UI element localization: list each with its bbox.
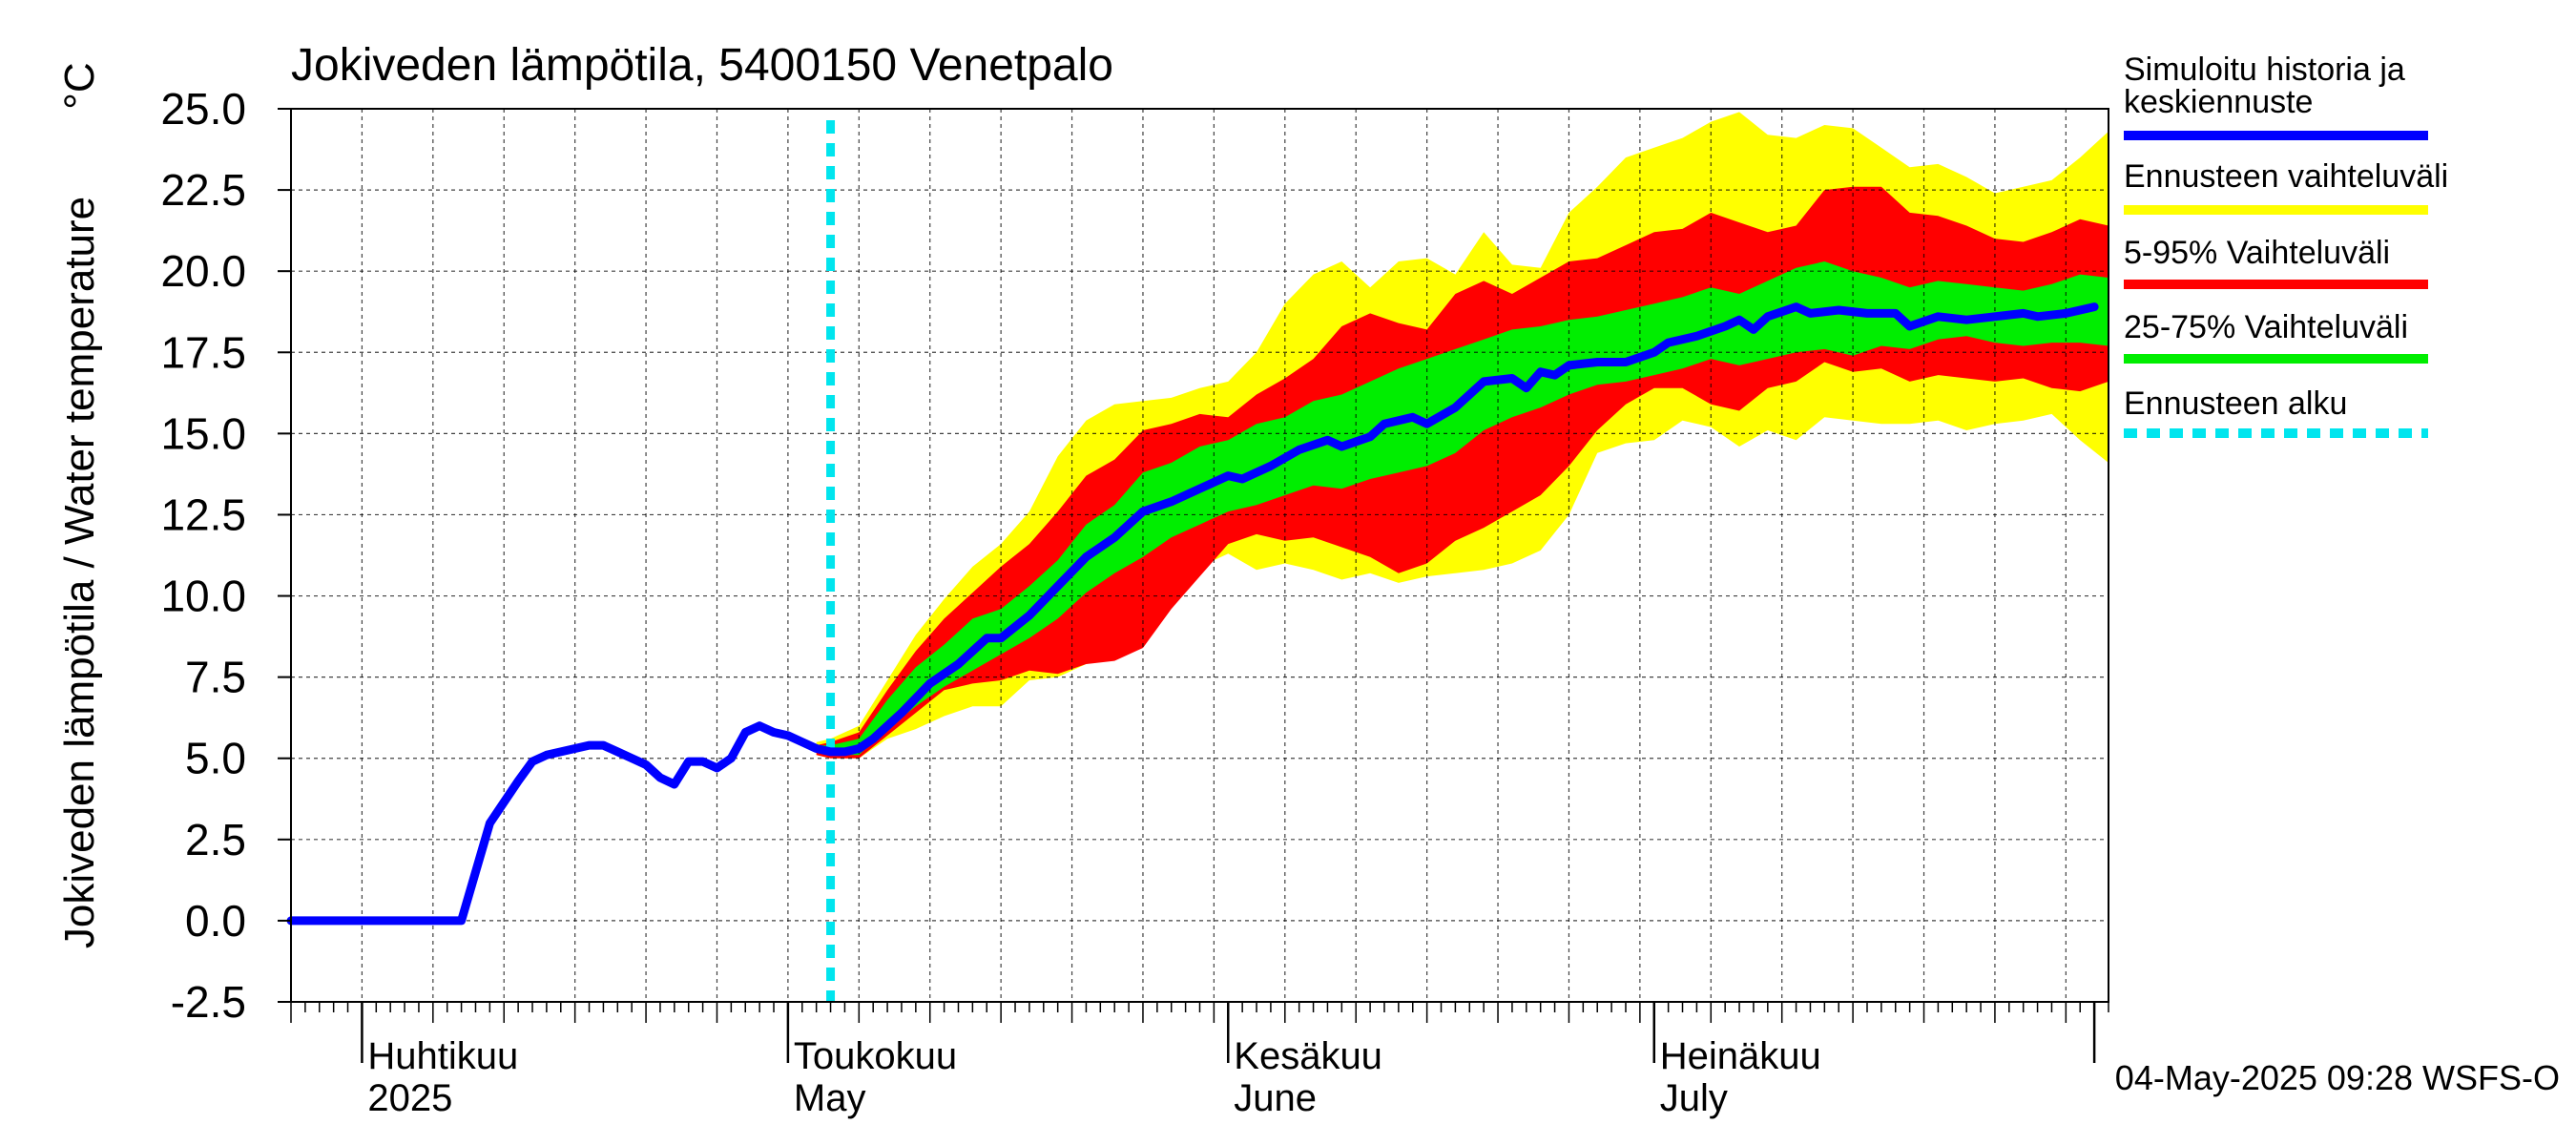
month-label-2: Kesäkuu — [1234, 1035, 1382, 1077]
y-axis-unit: °C — [56, 62, 103, 109]
legend-label-1: Ennusteen vaihteluväli — [2124, 158, 2448, 195]
y-tick-label: 22.5 — [160, 165, 246, 215]
y-tick-label: 10.0 — [160, 572, 246, 621]
legend-label-2: 5-95% Vaihteluväli — [2124, 235, 2390, 271]
month-sublabel-3: July — [1660, 1077, 1728, 1119]
legend-label-4: Ennusteen alku — [2124, 385, 2347, 422]
chart-title: Jokiveden lämpötila, 5400150 Venetpalo — [291, 40, 1113, 91]
month-label-3: Heinäkuu — [1660, 1035, 1821, 1077]
y-tick-label: 2.5 — [185, 815, 246, 864]
timestamp: 04-May-2025 09:28 WSFS-O — [2115, 1058, 2560, 1097]
y-tick-label: 0.0 — [185, 896, 246, 946]
forecast-bands — [816, 112, 2109, 759]
month-label-0: Huhtikuu — [367, 1035, 518, 1077]
month-sublabel-0: 2025 — [367, 1077, 452, 1119]
series-lines — [286, 120, 2099, 1002]
y-tick-label: -2.5 — [171, 977, 246, 1027]
y-tick-label: 20.0 — [160, 246, 246, 296]
y-tick-label: 5.0 — [185, 734, 246, 783]
y-tick-label: 15.0 — [160, 408, 246, 458]
y-axis-label: Jokiveden lämpötila / Water temperature — [56, 197, 103, 948]
axes: 25.0 22.5 20.0 17.5 15.0 12.5 10.0 7.5 5.0 2.5 0.0… — [160, 84, 2109, 1119]
month-label-1: Toukokuu — [794, 1035, 957, 1077]
month-sublabel-1: May — [794, 1077, 866, 1119]
legend-label-0-cont: keskiennuste — [2124, 84, 2313, 120]
series-line-0 — [286, 302, 2099, 926]
y-tick-label: 25.0 — [160, 84, 246, 134]
legend-label-0: Simuloitu historia ja — [2124, 52, 2405, 88]
month-sublabel-2: June — [1234, 1077, 1317, 1119]
y-tick-label: 17.5 — [160, 327, 246, 377]
band-2 — [816, 261, 2109, 756]
y-tick-label: 7.5 — [185, 653, 246, 702]
legend-label-3: 25-75% Vaihteluväli — [2124, 309, 2408, 345]
y-tick-label: 12.5 — [160, 489, 246, 539]
